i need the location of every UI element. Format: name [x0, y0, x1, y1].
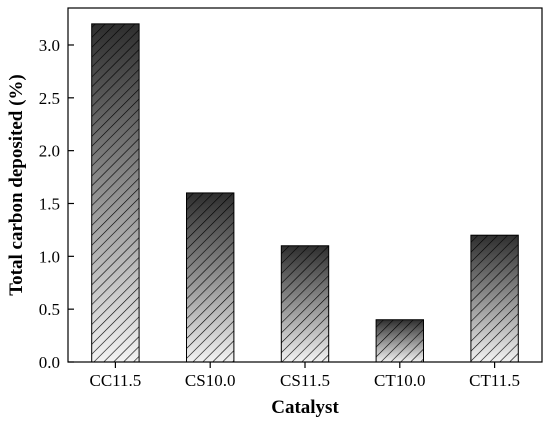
- y-tick-label: 0.5: [39, 300, 60, 319]
- x-axis: CC11.5 CS10.0 CS11.5 CT10.0 CT11.5: [90, 362, 520, 390]
- x-tick-label: CC11.5: [90, 371, 142, 390]
- bar-hatch: [91, 23, 140, 363]
- bar-hatch: [280, 245, 330, 363]
- bar-hatch: [186, 192, 235, 363]
- y-tick-label: 1.5: [39, 194, 60, 213]
- bar-ct10-0: [375, 319, 425, 363]
- y-axis-title: Total carbon deposited (%): [6, 74, 27, 296]
- y-tick-label: 2.0: [39, 142, 60, 161]
- y-tick-label: 0.0: [39, 353, 60, 372]
- x-tick-label: CT10.0: [374, 371, 425, 390]
- y-tick-label: 1.0: [39, 247, 60, 266]
- x-tick-label: CS10.0: [185, 371, 236, 390]
- bar-hatch: [470, 234, 519, 363]
- y-tick-label: 2.5: [39, 89, 60, 108]
- x-tick-label: CT11.5: [469, 371, 520, 390]
- bar-hatch: [375, 319, 425, 363]
- bars-group: [91, 23, 519, 363]
- bar-cc11-5: [91, 23, 140, 363]
- bar-cs10-0: [186, 192, 235, 363]
- y-axis: 0.0 0.5 1.0 1.5 2.0 2.5 3.0: [39, 36, 74, 372]
- x-tick-label: CS11.5: [280, 371, 330, 390]
- x-axis-title: Catalyst: [271, 397, 339, 418]
- y-tick-label: 3.0: [39, 36, 60, 55]
- bar-ct11-5: [470, 234, 519, 363]
- bar-cs11-5: [280, 245, 330, 363]
